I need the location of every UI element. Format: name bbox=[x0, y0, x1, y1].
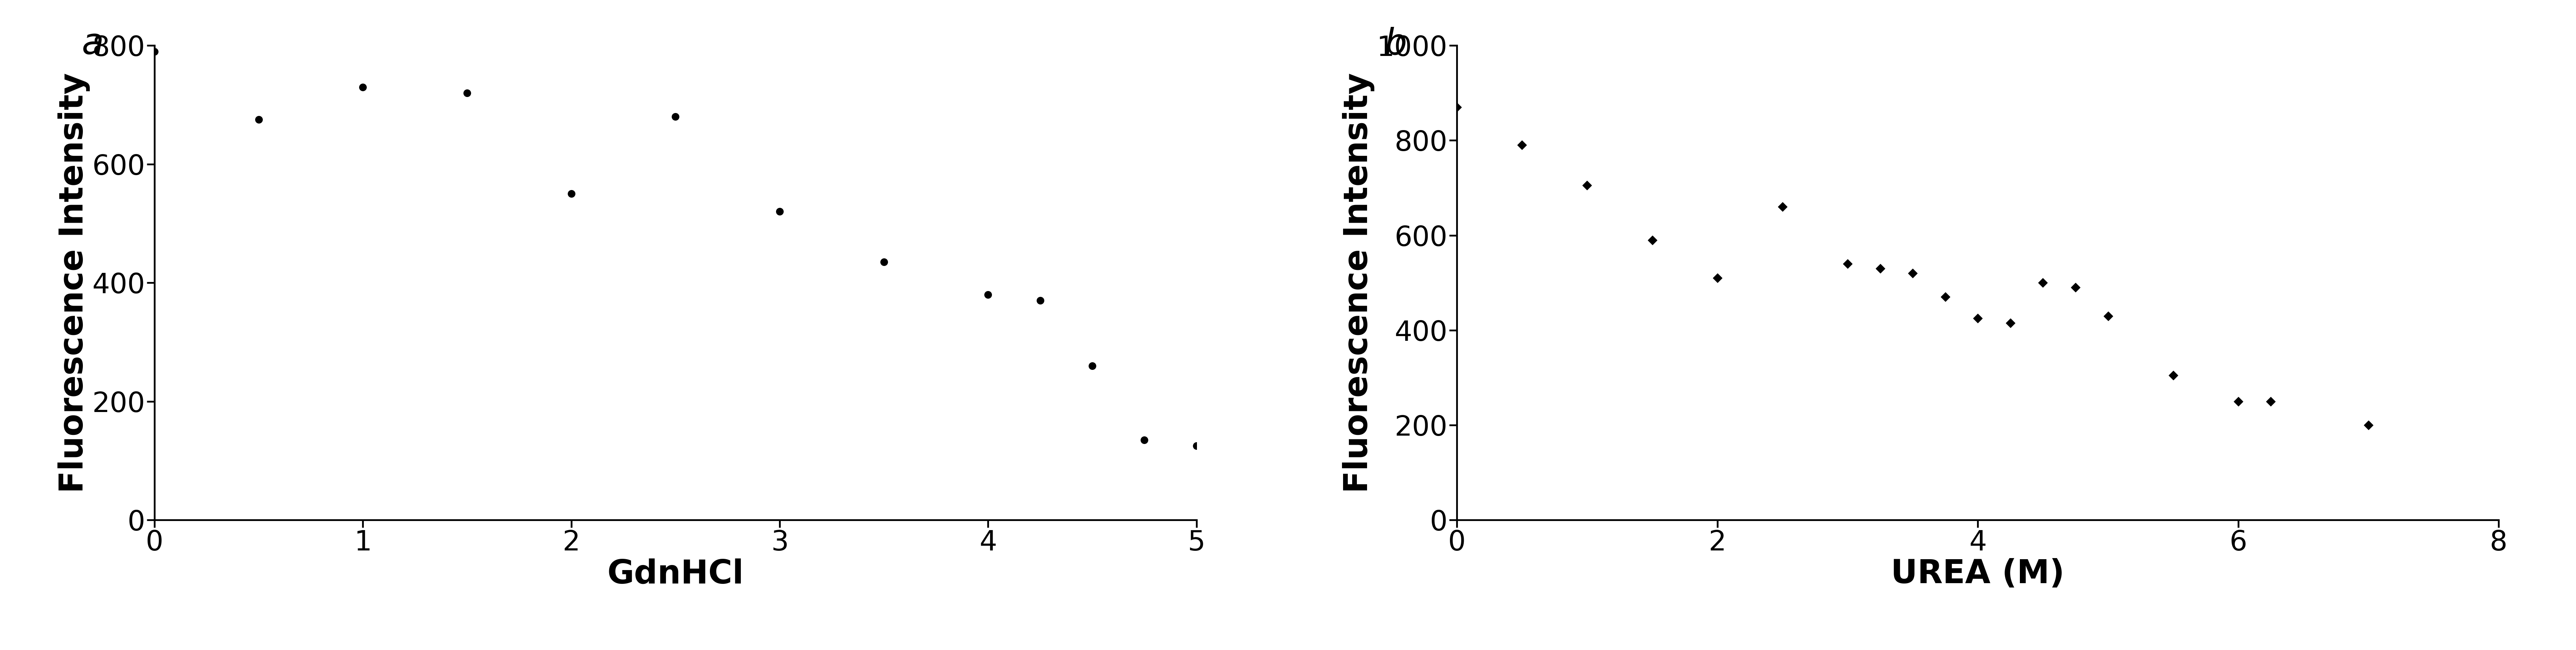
Point bbox=[1826, 259, 1868, 269]
Point bbox=[1958, 313, 1999, 324]
Point bbox=[343, 82, 384, 92]
X-axis label: GdnHCl: GdnHCl bbox=[608, 558, 744, 590]
Point bbox=[446, 88, 487, 98]
Point bbox=[1924, 292, 1965, 302]
Text: a: a bbox=[82, 27, 103, 62]
Point bbox=[1860, 263, 1901, 274]
Point bbox=[1020, 295, 1061, 305]
Point bbox=[1072, 361, 1113, 371]
Point bbox=[1502, 140, 1543, 150]
Point bbox=[551, 188, 592, 199]
Point bbox=[2347, 420, 2388, 430]
Point bbox=[237, 114, 278, 125]
Point bbox=[2251, 396, 2293, 407]
Point bbox=[2056, 282, 2097, 292]
Point bbox=[1762, 202, 1803, 212]
Point bbox=[2154, 370, 2195, 380]
Point bbox=[2087, 311, 2128, 321]
Point bbox=[1891, 268, 1932, 278]
Point bbox=[1123, 435, 1164, 445]
X-axis label: UREA (M): UREA (M) bbox=[1891, 558, 2063, 590]
Text: b: b bbox=[1383, 27, 1406, 62]
Point bbox=[654, 112, 696, 122]
Point bbox=[863, 257, 904, 267]
Y-axis label: Fluorescence Intensity: Fluorescence Intensity bbox=[57, 73, 90, 493]
Point bbox=[134, 46, 175, 57]
Point bbox=[1631, 235, 1672, 245]
Point bbox=[2218, 396, 2259, 407]
Point bbox=[969, 289, 1010, 300]
Y-axis label: Fluorescence Intensity: Fluorescence Intensity bbox=[1342, 73, 1376, 493]
Point bbox=[1175, 441, 1216, 451]
Point bbox=[1437, 102, 1479, 112]
Point bbox=[1698, 273, 1739, 283]
Point bbox=[2022, 278, 2063, 288]
Point bbox=[1566, 180, 1607, 190]
Point bbox=[760, 207, 801, 217]
Point bbox=[1989, 318, 2030, 328]
